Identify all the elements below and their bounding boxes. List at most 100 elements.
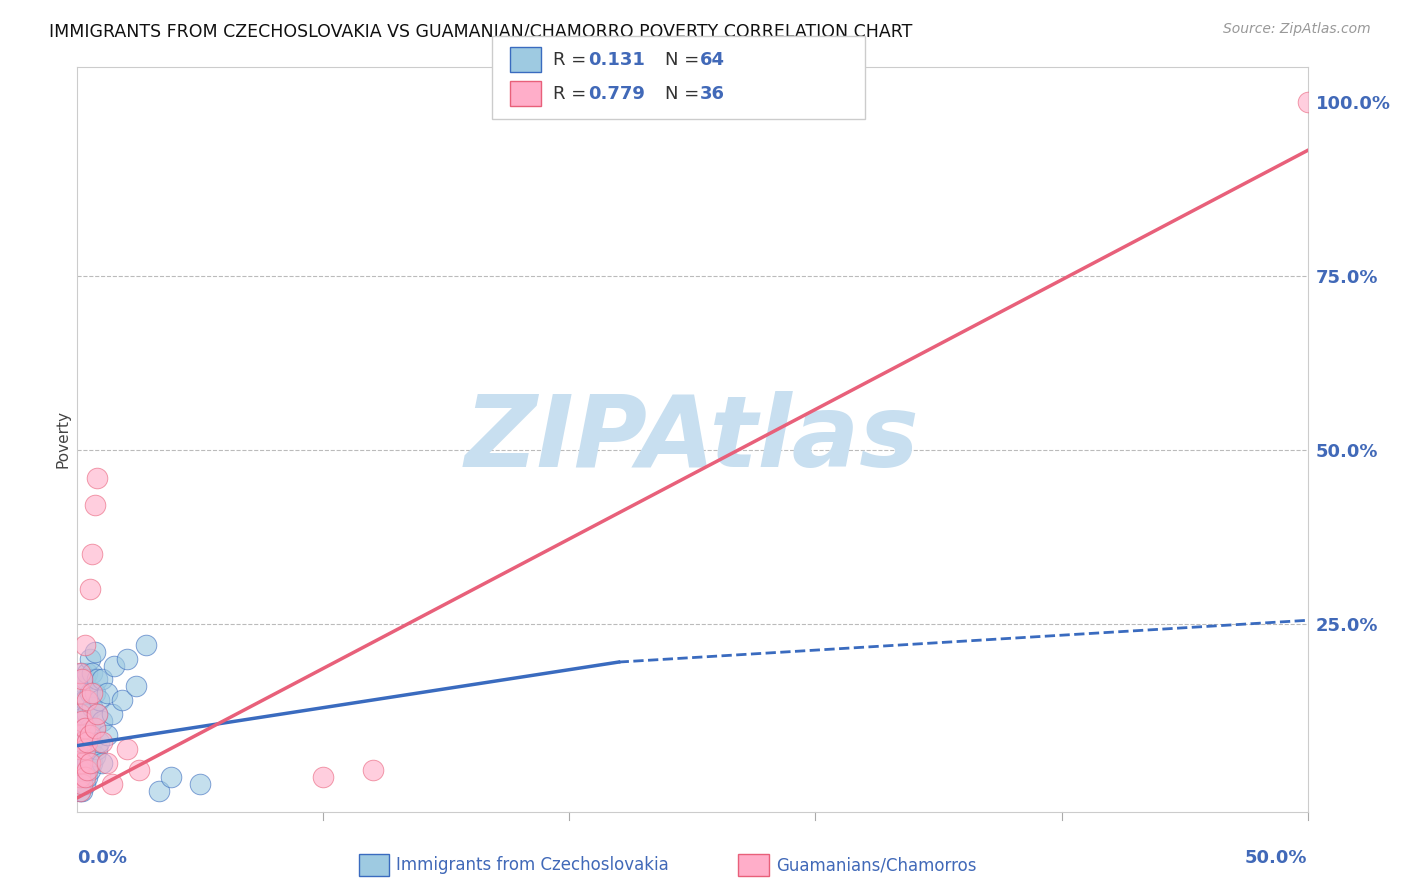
Point [73,638,96,652]
Point [83,499,105,513]
Point [70,665,93,680]
Point [73,770,96,784]
Text: R =: R = [553,85,592,103]
Point [90,714,114,729]
Point [86,470,108,484]
Point [73,735,96,749]
Text: Guamanians/Chamorros: Guamanians/Chamorros [776,856,977,874]
Point [125,680,148,694]
Point [69,777,91,791]
Point [70,742,93,756]
Point [76,707,98,722]
Point [76,763,98,777]
Point [96,686,118,700]
Point [69,742,91,756]
Point [79,651,101,665]
Point [83,721,105,735]
Point [79,763,101,777]
Point [90,756,114,770]
Point [148,784,170,798]
Point [73,742,96,756]
Point [101,777,124,791]
Text: 64: 64 [700,51,725,69]
Point [73,673,96,687]
Point [73,749,96,764]
Point [69,735,91,749]
Point [73,721,96,735]
Point [89,693,111,707]
Point [70,784,93,798]
Point [135,638,157,652]
Point [82,665,104,680]
Point [86,673,108,687]
Text: Immigrants from Czechoslovakia: Immigrants from Czechoslovakia [396,856,669,874]
Point [73,693,96,707]
Point [83,645,105,659]
Point [82,547,104,561]
Point [70,680,93,694]
Point [69,707,91,722]
Point [96,728,118,742]
Point [160,770,183,784]
Text: N =: N = [665,51,704,69]
Point [76,770,98,784]
Text: 36: 36 [700,85,725,103]
Point [70,756,93,770]
Text: Source: ZipAtlas.com: Source: ZipAtlas.com [1223,22,1371,37]
Point [111,693,132,707]
Point [76,735,98,749]
Point [83,721,105,735]
Point [70,756,93,770]
Point [69,784,91,798]
Point [70,714,93,729]
Point [70,728,93,742]
Point [69,756,91,770]
Point [69,742,91,756]
Point [90,673,114,687]
Point [82,700,104,714]
Point [73,763,96,777]
Point [76,665,98,680]
Point [73,777,96,791]
Point [83,686,105,700]
Point [69,686,91,700]
Point [70,735,93,749]
Point [128,763,150,777]
Point [69,784,91,798]
Point [79,728,101,742]
Text: N =: N = [665,85,704,103]
Point [190,777,212,791]
Point [79,686,101,700]
Point [115,742,138,756]
Point [69,770,91,784]
Point [73,721,96,735]
Point [76,735,98,749]
Point [82,756,104,770]
Text: 0.131: 0.131 [588,51,644,69]
Point [69,763,91,777]
Point [89,735,111,749]
Point [69,770,91,784]
Text: IMMIGRANTS FROM CZECHOSLOVAKIA VS GUAMANIAN/CHAMORRO POVERTY CORRELATION CHART: IMMIGRANTS FROM CZECHOSLOVAKIA VS GUAMAN… [49,22,912,40]
Point [82,735,104,749]
Point [70,707,93,722]
Point [101,707,124,722]
Point [103,658,125,673]
Point [86,707,108,722]
Point [76,756,98,770]
Point [76,693,98,707]
Point [79,756,101,770]
Point [86,742,108,756]
Point [79,742,101,756]
Point [361,763,384,777]
Point [79,582,101,596]
Point [82,686,104,700]
Point [69,728,91,742]
Point [312,770,335,784]
Point [86,707,108,722]
Point [1296,95,1319,109]
Text: R =: R = [553,51,592,69]
Point [70,693,93,707]
Point [69,721,91,735]
Point [96,756,118,770]
